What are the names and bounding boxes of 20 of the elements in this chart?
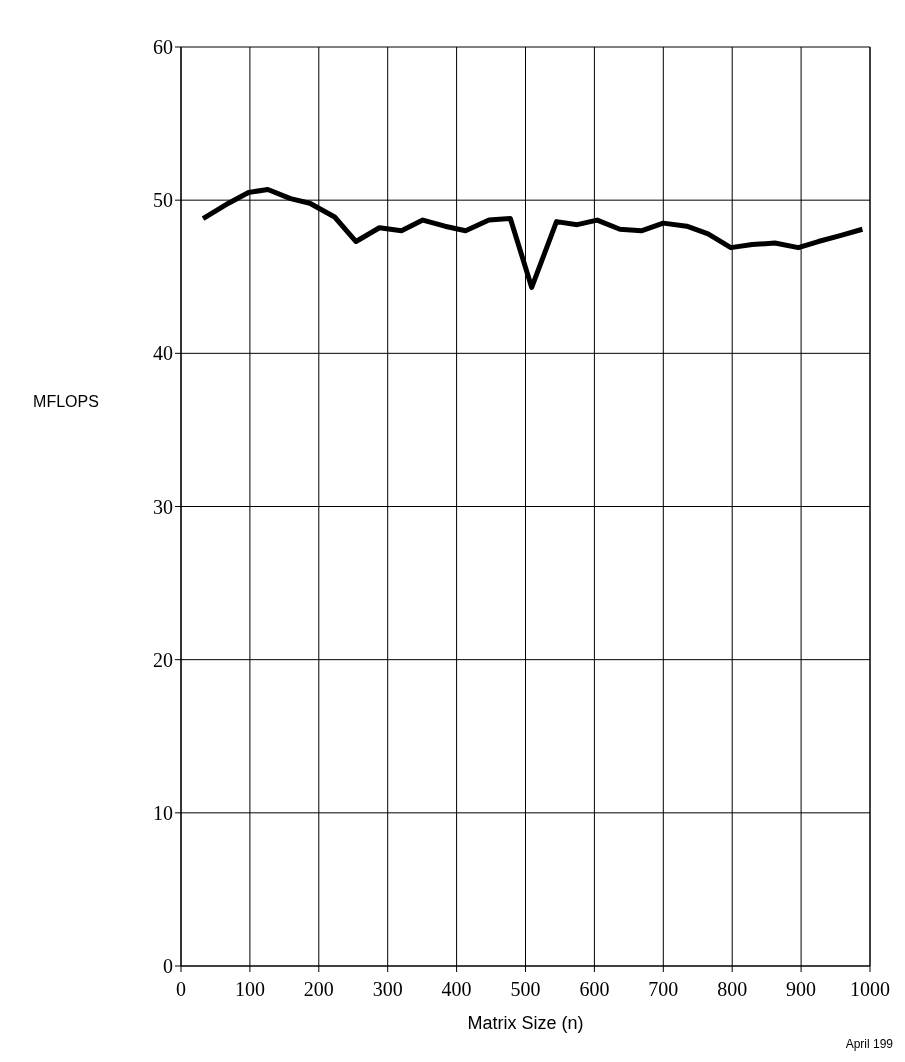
y-tick-label: 40	[153, 342, 173, 365]
y-tick-label: 50	[153, 189, 173, 212]
x-axis-title: Matrix Size (n)	[467, 1013, 584, 1033]
y-tick-label: 60	[153, 36, 173, 58]
y-tick-label: 30	[153, 495, 173, 518]
y-tick-label: 20	[153, 648, 173, 671]
x-tick-label: 700	[648, 978, 679, 1000]
x-tick-label: 500	[510, 978, 541, 1000]
y-tick-label: 0	[163, 955, 173, 977]
x-tick-label: 800	[717, 978, 748, 1000]
x-tick-label: 300	[372, 978, 403, 1000]
x-tick-label: 900	[786, 978, 817, 1000]
y-axis-title: MFLOPS	[33, 392, 99, 410]
x-tick-label: 200	[303, 978, 334, 1000]
text: April 199	[845, 1037, 894, 1051]
x-tick-label: 400	[441, 978, 472, 1000]
x-tick-label: 100	[234, 978, 265, 1000]
y-tick-label: 10	[153, 801, 173, 824]
x-tick-label: 600	[579, 978, 610, 1000]
x-tick-label: 1000	[850, 978, 890, 1000]
